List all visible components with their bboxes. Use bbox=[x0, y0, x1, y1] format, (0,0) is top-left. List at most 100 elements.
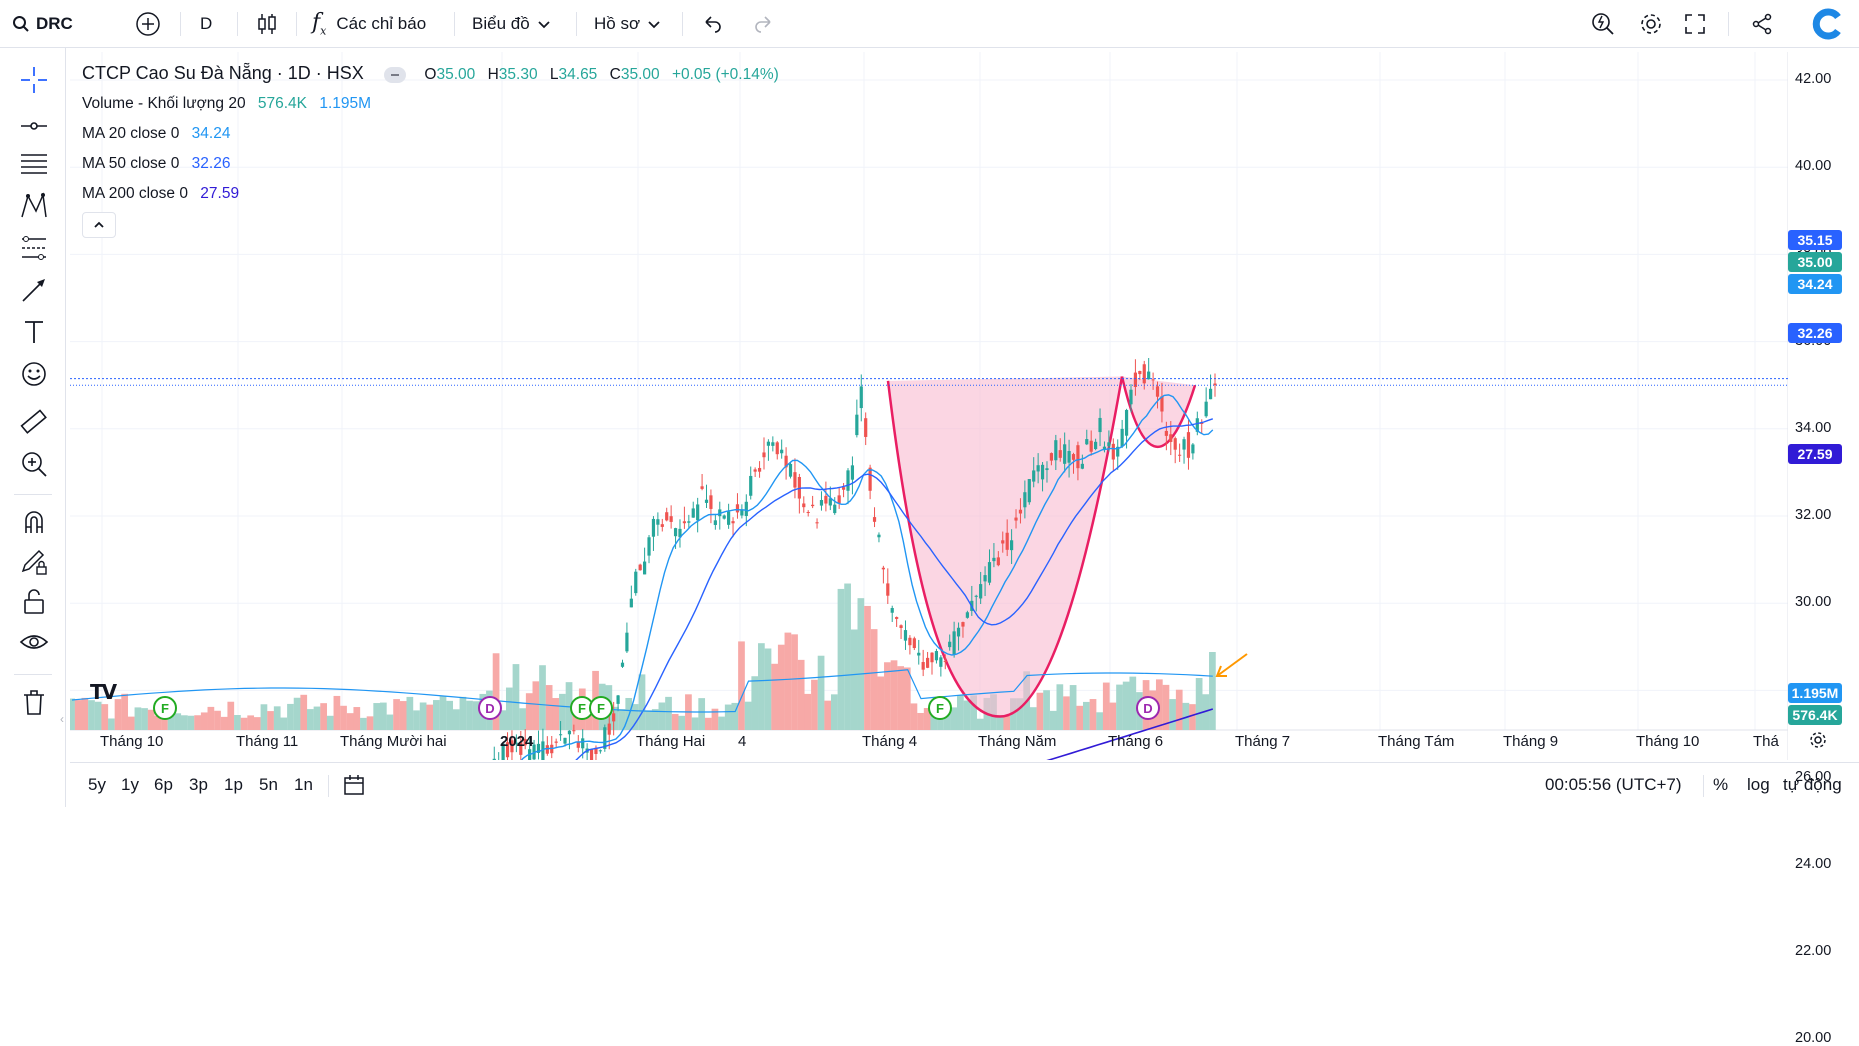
candle bbox=[563, 737, 567, 744]
chart-type-button[interactable] bbox=[254, 0, 280, 48]
symbol-title[interactable]: CTCP Cao Su Đà Nẵng · 1D · HSX bbox=[82, 63, 364, 83]
volume-bar bbox=[791, 634, 798, 730]
volume-bar bbox=[1162, 684, 1170, 730]
candle bbox=[802, 503, 806, 508]
ma20-legend[interactable]: MA 20 close 0 34.24 bbox=[82, 125, 230, 143]
price-scale-label: 20.00 bbox=[1795, 1030, 1832, 1046]
share-button[interactable] bbox=[1750, 0, 1774, 48]
volume-legend[interactable]: Volume - Khối lượng 20 576.4K 1.195M bbox=[82, 95, 371, 113]
goto-date-button[interactable] bbox=[342, 773, 366, 802]
high-line-tag: 35.15 bbox=[1788, 230, 1842, 250]
keep-drawing-tool[interactable] bbox=[16, 544, 52, 580]
ma50-legend[interactable]: MA 50 close 0 32.26 bbox=[82, 155, 230, 173]
time-axis-settings-button[interactable] bbox=[1808, 730, 1828, 755]
indicators-button[interactable]: fx Các chỉ báo bbox=[312, 0, 426, 48]
profile-menu-button[interactable]: Hồ sơ bbox=[594, 0, 662, 48]
trendline-tool[interactable] bbox=[16, 108, 52, 144]
brush-tool[interactable] bbox=[16, 272, 52, 308]
interval-button[interactable]: D bbox=[200, 0, 212, 48]
range-1m[interactable]: 1p bbox=[224, 775, 243, 794]
remove-drawings-tool[interactable] bbox=[16, 684, 52, 720]
zoom-tool[interactable] bbox=[16, 446, 52, 482]
candle bbox=[700, 486, 704, 489]
auto-scale-toggle[interactable]: tự động bbox=[1783, 775, 1842, 794]
percent-toggle[interactable]: % bbox=[1713, 775, 1729, 794]
quick-search-button[interactable] bbox=[1590, 0, 1616, 48]
volume-bar bbox=[651, 709, 659, 730]
volume-bar bbox=[167, 713, 175, 730]
volume-bar bbox=[678, 715, 686, 730]
candle bbox=[682, 521, 687, 524]
calendar-icon bbox=[344, 775, 364, 795]
candle bbox=[709, 495, 713, 509]
range-5d[interactable]: 5n bbox=[259, 775, 278, 794]
volume-bar bbox=[127, 716, 135, 730]
candle bbox=[819, 499, 824, 506]
time-axis-label: 2024 bbox=[500, 733, 534, 750]
undo-button[interactable] bbox=[702, 0, 724, 48]
range-1y[interactable]: 1y bbox=[121, 775, 139, 794]
volume-bar bbox=[963, 700, 971, 730]
candle bbox=[1116, 446, 1120, 457]
log-toggle[interactable]: log bbox=[1747, 775, 1770, 794]
range-3m[interactable]: 3p bbox=[189, 775, 208, 794]
fullscreen-button[interactable] bbox=[1684, 0, 1706, 48]
candle bbox=[1138, 370, 1142, 375]
add-symbol-button[interactable] bbox=[135, 0, 161, 48]
candle bbox=[558, 734, 563, 736]
range-5y[interactable]: 5y bbox=[88, 775, 106, 794]
volume-bar bbox=[1189, 704, 1196, 730]
legend-collapse-dot[interactable] bbox=[384, 66, 407, 83]
ma200-legend[interactable]: MA 200 close 0 27.59 bbox=[82, 185, 239, 203]
candle bbox=[1182, 439, 1186, 450]
range-6m[interactable]: 6p bbox=[154, 775, 173, 794]
candle bbox=[514, 742, 518, 744]
ma50-line bbox=[575, 418, 1214, 760]
volume-bar bbox=[645, 710, 652, 730]
volume-bar bbox=[718, 716, 725, 730]
timezone-clock[interactable]: 00:05:56 (UTC+7) bbox=[1545, 775, 1682, 794]
measure-tool[interactable] bbox=[16, 404, 52, 440]
candle bbox=[581, 738, 585, 749]
volume-bar bbox=[1209, 652, 1216, 730]
candle bbox=[864, 418, 868, 437]
hide-drawings-tool[interactable] bbox=[16, 624, 52, 660]
volume-bar bbox=[88, 700, 95, 730]
volume-bar bbox=[439, 696, 447, 730]
volume-bar bbox=[691, 717, 699, 730]
crosshair-tool[interactable] bbox=[16, 62, 52, 98]
candle bbox=[1094, 441, 1098, 450]
event-marker-label: D bbox=[485, 701, 494, 716]
time-axis-label: Tháng 10 bbox=[100, 733, 164, 750]
legend-collapse-button[interactable] bbox=[82, 212, 116, 238]
candle bbox=[806, 512, 810, 514]
candle bbox=[992, 557, 996, 562]
volume-bar bbox=[777, 644, 785, 730]
emoji-tool[interactable] bbox=[16, 356, 52, 392]
pattern-tool[interactable] bbox=[16, 188, 52, 224]
text-icon bbox=[25, 321, 43, 343]
tradingview-logo[interactable]: TV bbox=[90, 680, 117, 704]
volume-bar bbox=[830, 694, 838, 730]
redo-button[interactable] bbox=[752, 0, 774, 48]
volume-bar bbox=[353, 707, 361, 730]
volume-bar bbox=[94, 701, 102, 730]
candle bbox=[930, 652, 934, 663]
candle bbox=[1213, 383, 1217, 386]
forecast-tool[interactable] bbox=[16, 230, 52, 266]
settings-button[interactable] bbox=[1638, 0, 1664, 48]
volume-bar bbox=[360, 717, 367, 730]
volume-bar bbox=[950, 707, 958, 730]
fib-tool[interactable] bbox=[16, 146, 52, 182]
scroll-left-arrow[interactable]: ‹ bbox=[60, 712, 64, 726]
candle bbox=[762, 452, 766, 458]
event-marker-label: F bbox=[597, 701, 605, 716]
text-tool[interactable] bbox=[16, 314, 52, 350]
symbol-search[interactable]: DRC bbox=[12, 0, 73, 48]
lock-drawings-tool[interactable] bbox=[16, 584, 52, 620]
range-1d[interactable]: 1n bbox=[294, 775, 313, 794]
magnet-tool[interactable] bbox=[16, 504, 52, 540]
toolbar-divider bbox=[454, 12, 455, 36]
chart-menu-button[interactable]: Biểu đồ bbox=[472, 0, 552, 48]
